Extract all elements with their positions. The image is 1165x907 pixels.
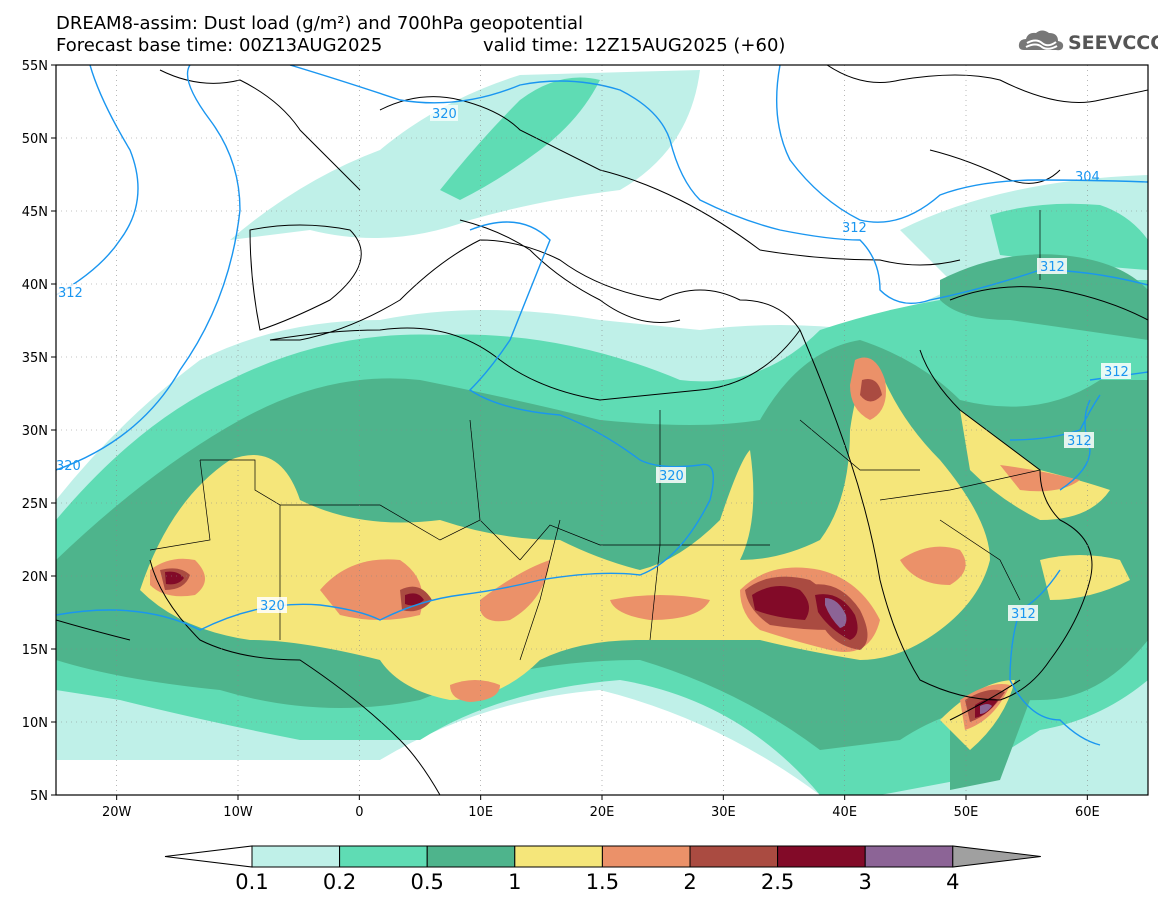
contour-label: 320 — [432, 107, 457, 122]
coastlines — [56, 65, 1148, 795]
colorbar-swatch — [426, 845, 516, 868]
colorbar-tick-label: 1 — [508, 870, 521, 894]
contour-label: 320 — [56, 459, 81, 474]
logo-text: SEEVCCC — [1068, 32, 1158, 54]
colorbar-tick-label: 2 — [683, 870, 696, 894]
colorbar-tick-label: 0.5 — [410, 870, 443, 894]
contour-label: 312 — [1011, 607, 1036, 622]
contour-label: 320 — [659, 469, 684, 484]
colorbar-swatch — [777, 845, 866, 868]
colorbar-tick-label: 2.5 — [761, 870, 794, 894]
colorbar-extend-low — [164, 845, 253, 868]
lat-label: 5N — [30, 789, 48, 804]
lon-label: 60E — [1075, 805, 1100, 820]
lon-label: 30E — [711, 805, 736, 820]
lon-label: 0 — [355, 805, 363, 820]
colorbar-tick-label: 3 — [859, 870, 872, 894]
colorbar-swatch — [339, 845, 428, 868]
map-title: DREAM8-assim: Dust load (g/m²) and 700hP… — [56, 13, 583, 34]
lat-label: 30N — [22, 424, 48, 439]
lat-label: 20N — [22, 570, 48, 585]
valid-time: valid time: 12Z15AUG2025 (+60) — [483, 35, 786, 56]
colorbar-swatch — [514, 845, 603, 868]
lat-label: 10N — [22, 716, 48, 731]
lon-label: 50E — [954, 805, 979, 820]
colorbar-tick-label: 1.5 — [586, 870, 619, 894]
lat-label: 50N — [22, 132, 48, 147]
colorbar-swatch — [251, 845, 341, 868]
lat-label: 55N — [22, 59, 48, 74]
latitude-labels: 55N 50N 45N 40N 35N 30N 25N 20N 15N 10N 5N — [22, 59, 48, 804]
lat-label: 15N — [22, 643, 48, 658]
contour-label: 304 — [1075, 170, 1100, 185]
colorbar-tick-label: 0.2 — [323, 870, 356, 894]
colorbar-extend-high — [952, 845, 1041, 868]
colorbar-tick-label: 0.1 — [235, 870, 268, 894]
colorbar-swatch — [601, 845, 691, 868]
lat-label: 40N — [22, 278, 48, 293]
country-borders — [149, 210, 1041, 661]
contour-label: 312 — [1067, 434, 1092, 449]
contour-label: 312 — [842, 221, 867, 236]
colorbar-labels: 0.1 0.2 0.5 1 1.5 2 2.5 3 4 — [235, 870, 959, 894]
lat-label: 45N — [22, 205, 48, 220]
contour-label: 320 — [260, 599, 285, 614]
contour-label: 312 — [58, 286, 83, 301]
lon-label: 20E — [590, 805, 615, 820]
longitude-labels: 20W 10W 0 10E 20E 30E 40E 50E 60E — [102, 805, 1100, 820]
colorbar — [164, 845, 1041, 868]
colorbar-swatch — [689, 845, 779, 868]
axis-ticks — [51, 64, 1088, 800]
contour-labels: 320 312 304 320 320 312 312 312 312 312 … — [56, 105, 1131, 622]
dust-field — [56, 70, 1148, 795]
lon-label: 10E — [468, 805, 493, 820]
lon-label: 40E — [832, 805, 857, 820]
graticule — [56, 65, 1148, 795]
lon-label: 20W — [102, 805, 132, 820]
colorbar-tick-label: 4 — [946, 870, 959, 894]
geopotential-contours — [56, 65, 1148, 746]
lat-label: 25N — [22, 497, 48, 512]
contour-label: 312 — [1040, 260, 1065, 275]
colorbar-swatch — [864, 845, 954, 868]
cloud-icon: SEEVCCC — [1018, 30, 1164, 54]
lon-label: 10W — [223, 805, 253, 820]
contour-label: 312 — [1104, 365, 1129, 380]
forecast-base-time: Forecast base time: 00Z13AUG2025 — [56, 35, 383, 56]
lat-label: 35N — [22, 351, 48, 366]
seevccc-logo: SEEVCCC — [1018, 26, 1164, 56]
